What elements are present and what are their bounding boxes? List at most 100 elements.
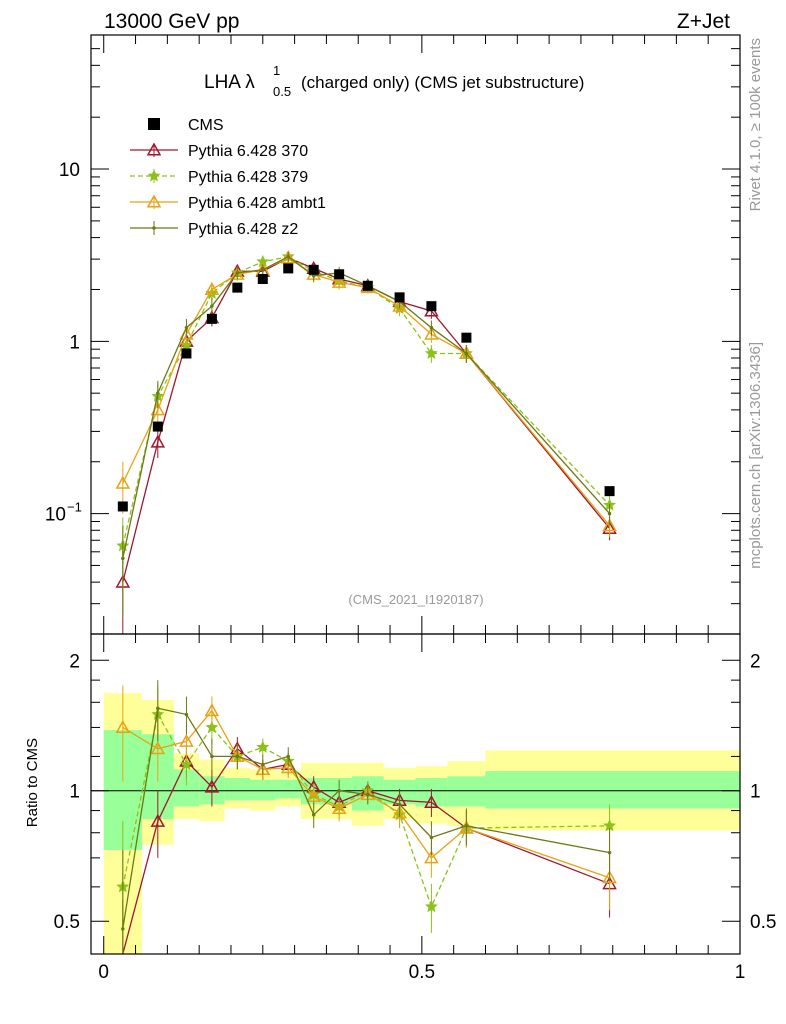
main-series-3 <box>121 251 612 618</box>
legend-label-0: CMS <box>188 117 224 134</box>
main-point-3-7 <box>311 274 316 278</box>
ratio-series-layer <box>115 680 617 955</box>
main-point-3-1 <box>156 391 160 395</box>
ratio-point-2-1 <box>150 741 166 755</box>
ratio-series-line-1 <box>122 712 610 909</box>
chart-title-rest: (charged only) (CMS jet substructure) <box>301 73 584 92</box>
ratio-axis-ticks: 2 2 1 1 0.5 0.5 <box>54 651 777 933</box>
main-point-2-8 <box>331 274 347 288</box>
ratio-series-line-2 <box>122 709 610 879</box>
main-point-3-0 <box>121 556 125 561</box>
main-series-layer <box>115 249 617 634</box>
ratio-point-0-11 <box>424 794 439 808</box>
main-point-1-11 <box>424 346 438 359</box>
main-point-3-11 <box>429 325 434 330</box>
chart-title: LHA λ <box>204 72 255 93</box>
legend-marker-2 <box>147 169 161 182</box>
ratio-point-3-3 <box>210 754 214 759</box>
ratio-point-2-6 <box>280 760 296 774</box>
rivet-version-label: Rivet 4.1.0, ≥ 100k events <box>747 38 764 211</box>
ratio-point-2-8 <box>331 800 347 815</box>
ratio-ytick-label-left-0: 2 <box>69 651 80 672</box>
cms-data-point-0 <box>117 501 128 512</box>
ratio-band-inner-12 <box>447 776 486 807</box>
ratio-point-2-2 <box>179 733 194 747</box>
ratio-point-2-3 <box>204 703 220 717</box>
main-series-line-3 <box>122 255 611 559</box>
legend-label-1: Pythia 6.428 370 <box>188 143 308 160</box>
ratio-band-inner-5 <box>250 779 276 801</box>
ratio-ytick-label-right-1: 1 <box>750 782 761 803</box>
cms-data-point-4 <box>232 282 243 293</box>
main-point-2-6 <box>280 250 296 264</box>
ratio-point-1-11 <box>424 899 438 913</box>
chart-title-sub: 0.5 <box>273 84 291 99</box>
mcplots-source-label: mcplots.cern.ch [arXiv:1306.3436] <box>747 342 764 569</box>
ratio-point-3-12 <box>464 824 469 828</box>
ratio-point-3-13 <box>607 850 612 855</box>
main-series-line-2 <box>122 257 611 527</box>
ratio-point-0-1 <box>150 813 166 827</box>
main-point-2-0 <box>115 475 131 489</box>
main-point-3-13 <box>607 511 612 516</box>
main-point-2-11 <box>424 326 439 340</box>
ratio-point-2-7 <box>306 788 321 803</box>
main-series-2 <box>115 250 617 538</box>
chart-title-main: LHA λ <box>204 72 255 93</box>
main-point-3-6 <box>286 254 290 259</box>
x-axis-ticks: 0 0.5 1 <box>98 35 745 983</box>
cms-data-point-13 <box>604 486 615 497</box>
ratio-point-3-10 <box>397 802 402 807</box>
ratio-point-1-2 <box>179 757 193 770</box>
cms-data-point-11 <box>426 301 437 312</box>
legend-marker-1 <box>146 142 162 156</box>
cms-data-point-10 <box>394 292 405 303</box>
main-ytick-label-2: 10 <box>45 505 66 526</box>
ratio-axis-label: Ratio to CMS <box>24 738 41 827</box>
cms-data-point-5 <box>257 274 268 285</box>
legend: CMS Pythia 6.428 370 Pythia 6.428 379 Pythi… <box>130 117 326 238</box>
main-point-2-10 <box>392 298 407 312</box>
ratio-point-3-8 <box>337 788 341 793</box>
cms-data-point-1 <box>152 421 163 432</box>
main-ytick-label-1: 1 <box>69 332 80 353</box>
main-data-layer <box>117 263 615 512</box>
cms-data-point-2 <box>181 348 192 359</box>
cms-data-point-8 <box>334 269 345 280</box>
ratio-point-3-4 <box>235 754 240 759</box>
ratio-ytick-label-right-0: 2 <box>750 651 761 672</box>
legend-label-2: Pythia 6.428 379 <box>188 169 308 186</box>
main-point-3-5 <box>261 268 265 272</box>
ratio-ytick-label-left-1: 1 <box>69 782 80 803</box>
main-point-3-2 <box>184 325 189 330</box>
header-energy-label: 13000 GeV pp <box>104 10 239 33</box>
main-point-0-1 <box>150 434 166 448</box>
legend-label-3: Pythia 6.428 ambt1 <box>188 195 326 212</box>
ratio-ytick-label-left-2: 0.5 <box>54 912 80 933</box>
ratio-ytick-label-right-2: 0.5 <box>750 912 776 933</box>
ratio-point-2-10 <box>392 805 407 819</box>
main-point-2-4 <box>230 266 245 280</box>
ratio-point-3-5 <box>261 762 265 767</box>
legend-label-4: Pythia 6.428 z2 <box>188 221 298 238</box>
ratio-point-3-7 <box>311 813 316 817</box>
ratio-point-1-3 <box>205 720 219 733</box>
main-series-line-0 <box>122 257 611 583</box>
main-series-1 <box>116 249 617 593</box>
cms-data-point-7 <box>308 264 319 275</box>
cms-data-point-9 <box>362 280 373 291</box>
cms-data-point-12 <box>461 332 472 343</box>
cms-data-point-6 <box>283 263 294 274</box>
ratio-series-3 <box>121 680 612 954</box>
ratio-band-inner-4 <box>224 778 251 801</box>
ratio-band-inner-13 <box>485 771 740 809</box>
main-point-3-12 <box>464 351 469 356</box>
main-point-3-4 <box>235 271 240 275</box>
chart-title-sup: 1 <box>273 63 280 78</box>
ratio-uncertainty-band-inner <box>103 730 740 850</box>
main-point-3-3 <box>210 304 214 308</box>
ratio-point-2-0 <box>115 719 131 733</box>
xtick-label-1: 0.5 <box>409 962 435 983</box>
